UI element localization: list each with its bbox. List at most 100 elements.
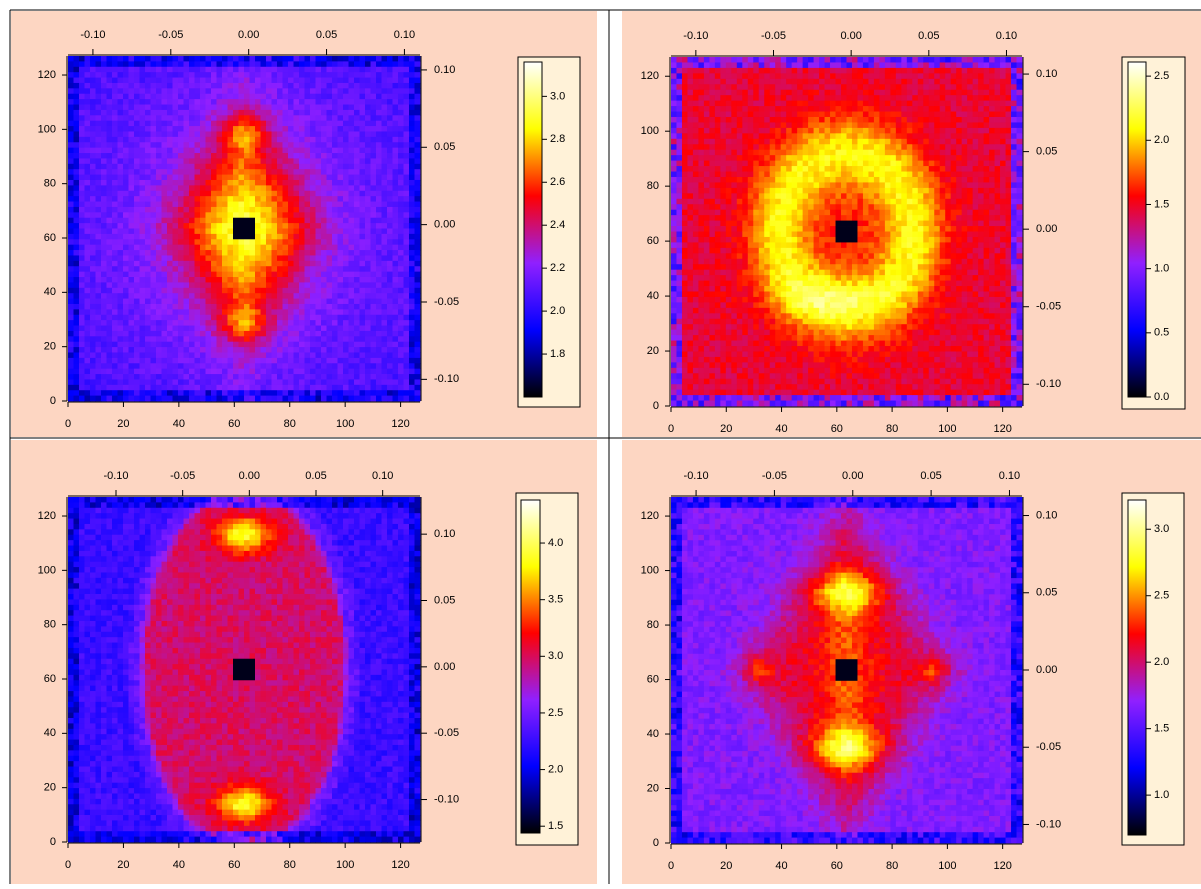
heatmap-cell — [360, 223, 366, 229]
heatmap-cell — [184, 223, 190, 229]
heatmap-cell — [222, 369, 228, 375]
heatmap-cell — [96, 336, 102, 342]
heatmap-cell — [393, 369, 399, 375]
heatmap-cell — [151, 78, 157, 84]
heatmap-cell — [343, 207, 349, 213]
heatmap-cell — [715, 122, 721, 128]
heatmap-cell — [101, 347, 107, 353]
heatmap-cell — [189, 218, 195, 224]
heatmap-cell — [316, 320, 322, 326]
heatmap-cell — [228, 121, 234, 127]
x-tick-label: 20 — [117, 418, 129, 430]
heatmap-cell — [178, 83, 184, 89]
heatmap-cell — [299, 358, 305, 364]
heatmap-cell — [233, 185, 239, 191]
heatmap-cell — [404, 363, 410, 369]
heatmap-cell — [129, 131, 135, 137]
heatmap-cell — [244, 261, 250, 267]
heatmap-cell — [206, 239, 212, 245]
heatmap-cell — [316, 245, 322, 251]
heatmap-cell — [112, 83, 118, 89]
heatmap-cell — [74, 164, 80, 170]
heatmap-cell — [244, 99, 250, 105]
heatmap-cell — [134, 304, 140, 310]
heatmap-cell — [327, 180, 333, 186]
heatmap-cell — [200, 282, 206, 288]
heatmap-cell — [261, 153, 267, 159]
heatmap-cell — [726, 90, 732, 96]
heatmap-cell — [266, 266, 272, 272]
heatmap-cell — [343, 218, 349, 224]
heatmap-cell — [145, 88, 151, 94]
heatmap-cell — [200, 229, 206, 235]
heatmap-cell — [726, 253, 732, 259]
heatmap-cell — [327, 223, 333, 229]
heatmap-cell — [682, 150, 688, 156]
heatmap-cell — [299, 261, 305, 267]
heatmap-cell — [687, 101, 693, 107]
heatmap-cell — [687, 188, 693, 194]
heatmap-cell — [134, 175, 140, 181]
heatmap-cell — [222, 374, 228, 380]
heatmap-cell — [671, 122, 677, 128]
heatmap-cell — [360, 110, 366, 116]
heatmap-cell — [360, 379, 366, 385]
heatmap-cell — [321, 175, 327, 181]
heatmap-cell — [715, 390, 721, 396]
heatmap-cell — [255, 239, 261, 245]
heatmap-cell — [90, 229, 96, 235]
heatmap-cell — [162, 320, 168, 326]
heatmap-cell — [277, 347, 283, 353]
heatmap-cell — [305, 239, 311, 245]
heatmap-cell — [68, 288, 74, 294]
heatmap-cell — [151, 379, 157, 385]
heatmap-cell — [118, 137, 124, 143]
heatmap-cell — [68, 277, 74, 283]
heatmap-cell — [68, 218, 74, 224]
heatmap-cell — [387, 202, 393, 208]
heatmap-cell — [704, 351, 710, 357]
heatmap-cell — [118, 320, 124, 326]
heatmap-cell — [206, 131, 212, 137]
heatmap-cell — [676, 79, 682, 85]
heatmap-cell — [184, 88, 190, 94]
heatmap-cell — [189, 320, 195, 326]
heatmap-cell — [321, 223, 327, 229]
heatmap-cell — [96, 158, 102, 164]
heatmap-cell — [299, 272, 305, 278]
heatmap-cell — [704, 117, 710, 123]
heatmap-cell — [250, 342, 256, 348]
heatmap-cell — [404, 180, 410, 186]
heatmap-cell — [217, 94, 223, 100]
heatmap-cell — [255, 342, 261, 348]
heatmap-cell — [101, 212, 107, 218]
heatmap-cell — [162, 110, 168, 116]
heatmap-cell — [398, 266, 404, 272]
heatmap-cell — [167, 320, 173, 326]
heatmap-cell — [167, 358, 173, 364]
heatmap-cell — [349, 191, 355, 197]
heatmap-cell — [288, 277, 294, 283]
heatmap-cell — [409, 212, 415, 218]
heatmap-cell — [709, 84, 715, 90]
heatmap-cell — [299, 390, 305, 396]
heatmap-cell — [162, 148, 168, 154]
heatmap-cell — [737, 95, 743, 101]
heatmap-cell — [162, 304, 168, 310]
heatmap-cell — [393, 396, 399, 402]
heatmap-cell — [266, 223, 272, 229]
heatmap-cell — [266, 309, 272, 315]
heatmap-cell — [332, 293, 338, 299]
heatmap-cell — [720, 204, 726, 210]
heatmap-cell — [709, 291, 715, 297]
heatmap-cell — [343, 272, 349, 278]
heatmap-cell — [74, 148, 80, 154]
heatmap-cell — [266, 320, 272, 326]
heatmap-cell — [321, 105, 327, 111]
heatmap-cell — [233, 137, 239, 143]
heatmap-cell — [261, 142, 267, 148]
heatmap-cell — [200, 266, 206, 272]
heatmap-cell — [211, 105, 217, 111]
heatmap-cell — [371, 326, 377, 332]
heatmap-cell — [676, 68, 682, 74]
